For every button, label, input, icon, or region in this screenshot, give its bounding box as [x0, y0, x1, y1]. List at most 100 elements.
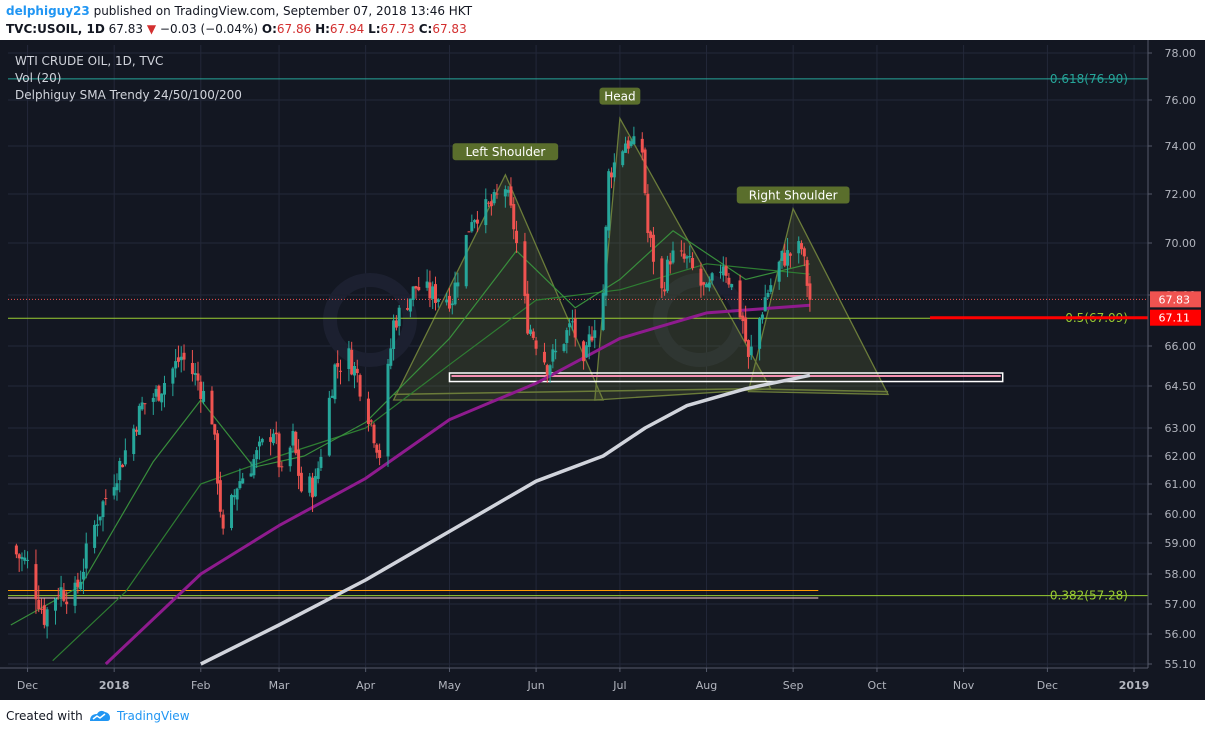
- candle-body: [663, 289, 667, 292]
- candle-body: [366, 398, 370, 425]
- candle-body: [453, 282, 457, 305]
- candle-body: [95, 524, 99, 526]
- candle-body: [339, 370, 342, 372]
- candle-body: [162, 383, 166, 395]
- candle-body: [308, 476, 312, 493]
- time-tick-label: 2018: [99, 679, 130, 692]
- annotation-label: Right Shoulder: [749, 188, 838, 202]
- candle-body: [763, 297, 767, 312]
- candle-body: [255, 450, 259, 460]
- candle-body: [375, 444, 379, 453]
- candle-body: [358, 375, 362, 397]
- candle-body: [523, 241, 527, 296]
- price-badge: [1150, 291, 1201, 308]
- close-value: 67.83: [432, 22, 467, 36]
- publish-line: delphiguy23 published on TradingView.com…: [6, 4, 472, 18]
- candle-body: [123, 450, 127, 465]
- candle-body: [749, 346, 753, 356]
- candle-body: [257, 441, 261, 447]
- candle-body: [386, 363, 390, 457]
- candle-body: [632, 136, 636, 145]
- candle-body: [140, 402, 144, 410]
- price-tick-label: 70.00: [1165, 237, 1197, 250]
- symbol-line: TVC:USOIL, 1D 67.83 ▼ −0.03 (−0.04%) O:6…: [6, 22, 467, 36]
- down-arrow-icon: ▼: [146, 22, 157, 36]
- candle-body: [679, 250, 683, 252]
- candle-body: [738, 280, 742, 318]
- candle-body: [269, 437, 273, 442]
- low-value: 67.73: [380, 22, 415, 36]
- candle-body: [160, 393, 164, 403]
- price-chart[interactable]: 0.618(76.90)0.5(67.09)0.382(57.28) Left …: [0, 40, 1205, 700]
- candle-body: [705, 283, 709, 288]
- candle-body: [805, 260, 809, 286]
- candle-body: [73, 582, 77, 606]
- candle-body: [777, 261, 781, 282]
- tradingview-logo-icon: [90, 710, 110, 721]
- candle-body: [355, 368, 359, 374]
- candle-body: [741, 315, 745, 322]
- tradingview-link[interactable]: TradingView: [117, 709, 190, 723]
- created-with-label: Created with: [6, 709, 83, 723]
- candle-body: [808, 283, 812, 300]
- candle-body: [487, 202, 491, 204]
- candle-body: [624, 143, 627, 153]
- candle-body: [274, 432, 278, 435]
- fib-levels: 0.618(76.90)0.5(67.09)0.382(57.28): [8, 72, 1148, 603]
- candle-body: [101, 501, 105, 518]
- candle-body: [352, 365, 356, 376]
- candle-body: [509, 186, 513, 206]
- time-tick-label: Dec: [17, 679, 38, 692]
- candle-body: [143, 403, 147, 405]
- chart-legend: WTI CRUDE OIL, 1D, TVC Vol (20) Delphigu…: [15, 54, 242, 102]
- candle-body: [118, 460, 122, 481]
- candle-body: [115, 483, 119, 491]
- candle-body: [378, 450, 382, 458]
- candle-body: [724, 266, 728, 276]
- price-tick-label: 58.00: [1165, 568, 1197, 581]
- author-link[interactable]: delphiguy23: [6, 4, 90, 18]
- watermark-shape: [323, 273, 417, 367]
- candle-body: [503, 189, 507, 197]
- candle-body: [640, 138, 644, 153]
- candle-body: [495, 193, 499, 195]
- candle-body: [786, 250, 790, 266]
- candle-body: [456, 282, 460, 287]
- price-tick-label: 61.00: [1165, 478, 1197, 491]
- candle-body: [470, 222, 474, 232]
- support-zone: [448, 372, 1004, 383]
- candle-body: [17, 554, 21, 559]
- candle-body: [137, 405, 141, 435]
- time-tick-label: Mar: [269, 679, 290, 692]
- candle-body: [20, 556, 24, 560]
- price-tick-label: 74.00: [1165, 140, 1197, 153]
- candle-body: [612, 162, 616, 178]
- annotation-box: [599, 87, 641, 105]
- candle-body: [668, 261, 672, 265]
- candle-body: [593, 330, 597, 338]
- candle-body: [431, 286, 435, 299]
- candle-body: [280, 466, 284, 468]
- candle-body: [744, 317, 748, 342]
- candle-body: [685, 256, 689, 259]
- candle-body: [65, 601, 69, 605]
- candle-body: [562, 344, 566, 351]
- time-tick-label: Nov: [953, 679, 975, 692]
- candle-body: [425, 281, 429, 288]
- candle-body: [783, 252, 787, 266]
- time-tick-label: Feb: [191, 679, 210, 692]
- candles: [14, 126, 812, 639]
- candle-body: [492, 192, 496, 204]
- candle-body: [710, 273, 714, 281]
- candle-body: [327, 397, 331, 456]
- annotation-label: Head: [604, 90, 635, 104]
- candle-body: [26, 559, 30, 561]
- candle-body: [54, 598, 57, 611]
- candle-body: [573, 318, 577, 338]
- candle-body: [649, 231, 653, 238]
- candle-body: [691, 258, 695, 268]
- candle-body: [643, 149, 647, 194]
- candle-body: [232, 495, 236, 498]
- time-tick-label: Dec: [1037, 679, 1058, 692]
- time-tick-label: May: [438, 679, 461, 692]
